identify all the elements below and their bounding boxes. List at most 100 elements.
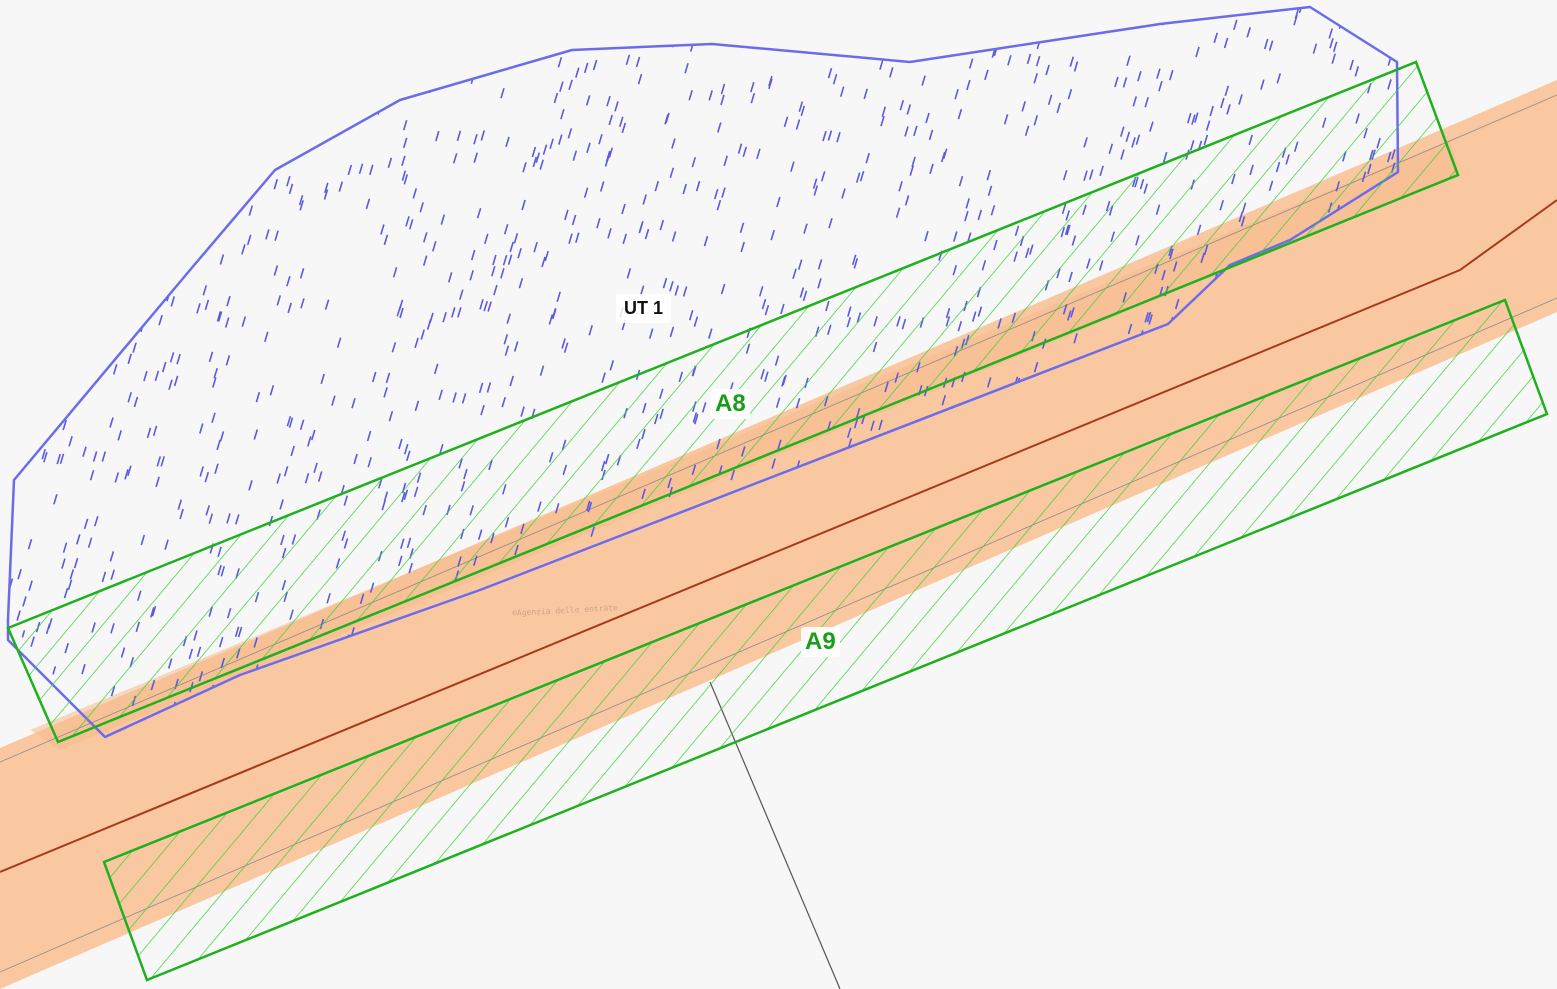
area-a9-outline [102, 298, 1549, 982]
ut-hatch-mark [323, 189, 329, 200]
ut-hatch-mark [1148, 314, 1153, 325]
ut-hatch-mark [720, 283, 726, 295]
ut-hatch-mark [140, 534, 146, 546]
ut-hatch-mark [783, 116, 789, 128]
ut-hatch-mark [1205, 120, 1211, 131]
ut-hatch-mark [827, 130, 833, 141]
ut-hatch-mark [622, 233, 627, 245]
ut-hatch-mark [419, 202, 424, 213]
ut-hatch-mark [391, 342, 397, 353]
ut-hatch-mark [549, 138, 554, 150]
ut-hatch-mark [836, 131, 841, 143]
ut-hatch-mark [214, 463, 219, 474]
ut-hatch-mark [62, 419, 67, 431]
ut-hatch-mark [853, 417, 859, 429]
ut-hatch-mark [1047, 94, 1053, 106]
ut-hatch-mark [1125, 131, 1131, 143]
ut-hatch-mark [1169, 69, 1174, 81]
ut-hatch-mark [590, 526, 595, 537]
ut-hatch-mark [768, 75, 773, 87]
ut-hatch-mark [929, 163, 934, 175]
ut-hatch-mark [403, 174, 409, 185]
ut-hatch-mark [336, 337, 342, 348]
ut-hatch-mark [1293, 14, 1298, 26]
ut-hatch-mark [73, 557, 79, 569]
ut-hatch-mark [402, 137, 408, 149]
ut-hatch-mark [691, 156, 697, 168]
ut-hatch-mark [1189, 140, 1195, 151]
ut-hatch-mark [851, 254, 857, 266]
ut-hatch-mark [770, 229, 775, 241]
ut-hatch-mark [621, 122, 627, 134]
ut-hatch-mark [164, 539, 169, 550]
ut-hatch-mark [92, 451, 98, 462]
ut-hatch-mark [812, 178, 818, 189]
ut-hatch-mark [522, 162, 527, 173]
ut-hatch-mark [695, 180, 701, 192]
ut-hatch-mark [531, 146, 537, 158]
ut-hatch-mark [438, 389, 443, 401]
ut-hatch-mark [548, 314, 554, 325]
ut-hatch-mark [274, 230, 279, 241]
ut-hatch-mark [899, 99, 905, 111]
ut-hatch-mark [798, 101, 804, 112]
ut-hatch-mark [608, 147, 614, 158]
ut-hatch-mark [1033, 361, 1039, 373]
ut-hatch-mark [863, 88, 868, 100]
ut-hatch-mark [1149, 121, 1154, 132]
ut-hatch-mark [880, 115, 885, 127]
ut-hatch-mark [433, 363, 439, 375]
ut-hatch-mark [211, 412, 216, 424]
ut-hatch-mark [723, 155, 728, 167]
ut-hatch-mark [1073, 333, 1078, 344]
ut-hatch-mark [219, 431, 225, 442]
ut-hatch-mark [473, 133, 478, 145]
ut-hatch-mark [1276, 73, 1282, 84]
ut-hatch-mark [721, 187, 726, 198]
ut-hatch-mark [1213, 32, 1218, 44]
ut-hatch-mark [502, 254, 508, 266]
ut-hatch-mark [403, 443, 409, 455]
ut-hatch-mark [371, 371, 377, 383]
ut-hatch-mark [324, 182, 329, 194]
ut-hatch-mark [451, 307, 456, 318]
ut-hatch-mark [16, 610, 21, 621]
ut-hatch-mark [307, 436, 312, 447]
ut-hatch-mark [585, 95, 591, 106]
ut-hatch-mark [957, 108, 963, 120]
ut-hatch-mark [290, 445, 295, 457]
ut-hatch-mark [68, 436, 73, 447]
ut-hatch-mark [507, 254, 513, 265]
ut-hatch-mark [621, 203, 626, 215]
ut-hatch-mark [557, 57, 563, 68]
ut-hatch-mark [740, 241, 745, 253]
ut-hatch-mark [273, 178, 279, 190]
ut-hatch-mark [614, 101, 619, 112]
ut-hatch-mark [216, 439, 221, 451]
ut-hatch-mark [879, 59, 884, 70]
ut-hatch-mark [324, 299, 330, 310]
ut-hatch-mark [246, 234, 252, 246]
ut-hatch-mark [906, 104, 912, 115]
ut-hatch-mark [286, 415, 292, 427]
ut-hatch-mark [940, 151, 946, 163]
ut-hatch-mark [133, 396, 139, 408]
ut-hatch-mark [659, 219, 665, 231]
ut-hatch-mark [965, 198, 970, 209]
ut-hatch-mark [160, 456, 165, 467]
ut-hatch-mark [87, 537, 93, 548]
ut-hatch-mark [399, 307, 404, 319]
ut-hatch-mark [563, 342, 569, 353]
ut-hatch-mark [1122, 77, 1128, 88]
ut-hatch-mark [895, 207, 901, 218]
ut-hatch-mark [750, 92, 756, 104]
ut-hatch-mark [1146, 311, 1152, 323]
ut-hatch-mark [401, 155, 406, 167]
ut-1-label: UT 1 [616, 294, 672, 323]
ut-hatch-mark [387, 157, 393, 169]
ut-hatch-mark [248, 205, 254, 216]
ut-hatch-mark [1069, 56, 1075, 67]
ut-hatch-mark [1127, 323, 1133, 335]
ut-hatch-mark [713, 188, 719, 200]
